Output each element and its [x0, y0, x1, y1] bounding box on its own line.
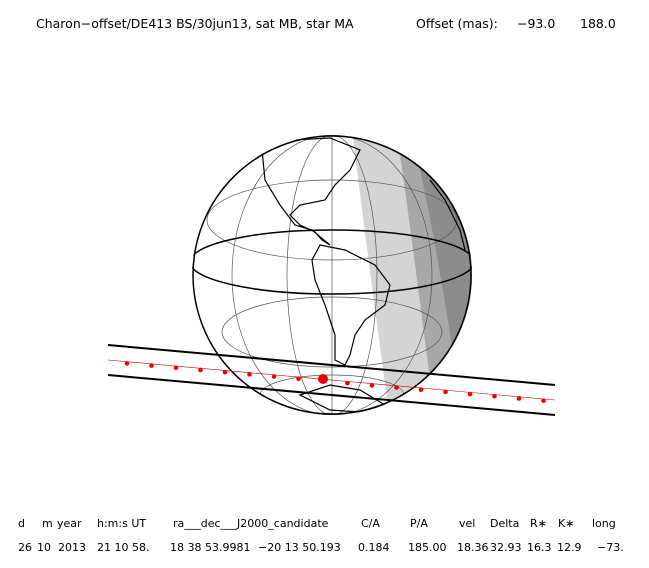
time-point	[124, 361, 130, 366]
cell: 185.00	[408, 541, 447, 554]
time-point	[369, 383, 375, 388]
graticule	[206, 135, 458, 415]
cell: 12.9	[557, 541, 582, 554]
offset-ra: −93.0	[517, 16, 555, 31]
time-point	[418, 387, 424, 393]
time-point	[541, 398, 546, 403]
cell: 18.36	[457, 541, 489, 554]
time-point	[222, 369, 228, 375]
time-point	[394, 385, 399, 390]
column-header: h:m:s UT	[97, 517, 146, 530]
offset-dec: 188.0	[580, 16, 616, 31]
coastlines	[261, 137, 466, 413]
time-point	[492, 393, 497, 399]
column-header: ra___dec___J2000_candidate	[173, 517, 329, 530]
time-point	[443, 389, 448, 395]
title: Charon−offset/DE413 BS/30jun13, sat MB, …	[36, 16, 354, 31]
cell: 18 38 53.9981	[170, 541, 250, 554]
column-header: P/A	[410, 517, 428, 530]
cell: 16.3	[527, 541, 552, 554]
cell: −73.	[597, 541, 624, 554]
time-point	[345, 380, 350, 386]
time-point	[516, 396, 522, 401]
cell: 32.93	[490, 541, 522, 554]
shadow-path	[107, 344, 556, 416]
column-header: d	[18, 517, 25, 530]
time-point	[467, 391, 473, 397]
column-header: m	[42, 517, 53, 530]
offset-label: Offset (mas):	[416, 16, 498, 31]
time-point	[149, 363, 154, 368]
cell: 0.184	[358, 541, 390, 554]
time-point	[271, 374, 277, 379]
column-header: C/A	[361, 517, 380, 530]
central-instant	[318, 374, 328, 384]
column-header: K∗	[558, 517, 574, 530]
cell: 21 10 58.	[97, 541, 149, 554]
globe	[192, 135, 472, 415]
time-point	[198, 367, 203, 373]
time-point	[296, 376, 301, 382]
cell: 26	[18, 541, 32, 554]
column-header: Delta	[490, 517, 519, 530]
time-point	[173, 365, 179, 371]
column-header: vel	[459, 517, 475, 530]
column-header: year	[57, 517, 82, 530]
equator	[192, 229, 472, 295]
cell: −20 13 50.193	[258, 541, 341, 554]
cell: 2013	[58, 541, 86, 554]
column-header: R∗	[530, 517, 547, 530]
time-point	[247, 372, 252, 377]
time-points	[124, 361, 546, 403]
column-header: long	[592, 517, 616, 530]
cell: 10	[37, 541, 51, 554]
event-table: d m year h:m:s UT ra___dec___J2000_candidate…	[18, 517, 624, 554]
